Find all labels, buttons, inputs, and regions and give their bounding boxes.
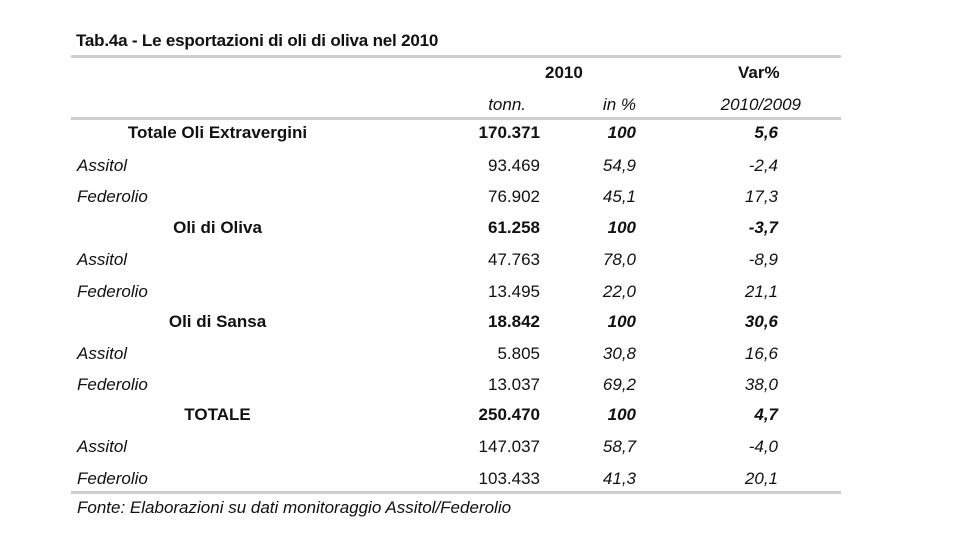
row-tonn: 103.433	[478, 469, 540, 488]
top-divider	[71, 55, 841, 58]
row-percent: 45,1	[602, 187, 636, 206]
row-var: -2,4	[748, 156, 778, 175]
row-percent: 78,0	[602, 250, 636, 269]
row-label: Assitol	[77, 250, 128, 269]
bottom-divider	[71, 491, 841, 494]
row-label: Assitol	[77, 344, 128, 363]
row-tonn: 5.805	[497, 344, 540, 363]
row-tonn: 61.258	[488, 218, 540, 237]
row-percent: 30,8	[602, 344, 636, 363]
header-divider	[71, 117, 841, 120]
row-var: 21,1	[744, 282, 778, 301]
source-note: Fonte: Elaborazioni su dati monitoraggio…	[77, 498, 512, 517]
header-var: Var%	[738, 63, 780, 82]
row-tonn: 47.763	[488, 250, 540, 269]
row-var: 5,6	[754, 123, 778, 142]
row-percent: 58,7	[602, 437, 636, 456]
row-var: 30,6	[744, 312, 778, 331]
row-percent: 41,3	[602, 469, 636, 488]
row-percent: 100	[607, 405, 636, 424]
row-percent: 22,0	[602, 282, 636, 301]
row-tonn: 170.371	[478, 123, 540, 142]
row-var: 38,0	[744, 375, 778, 394]
row-percent: 100	[607, 218, 636, 237]
row-var: -8,9	[748, 250, 778, 269]
row-label: Assitol	[77, 437, 128, 456]
header-year: 2010	[545, 63, 583, 82]
row-label: Federolio	[77, 187, 148, 206]
row-label: Federolio	[77, 469, 148, 488]
row-label: Assitol	[77, 156, 128, 175]
row-label: TOTALE	[184, 405, 251, 424]
row-tonn: 13.037	[488, 375, 540, 394]
row-label: Federolio	[77, 282, 148, 301]
subheader-in-percent: in %	[602, 95, 636, 114]
row-tonn: 250.470	[478, 405, 540, 424]
table-title: Tab.4a - Le esportazioni di oli di oliva…	[76, 31, 439, 50]
row-var: -4,0	[748, 437, 778, 456]
row-percent: 100	[607, 312, 636, 331]
row-label: Federolio	[77, 375, 148, 394]
row-percent: 69,2	[602, 375, 636, 394]
row-label: Oli di Sansa	[168, 312, 267, 331]
row-var: -3,7	[748, 218, 778, 237]
row-var: 16,6	[744, 344, 778, 363]
row-tonn: 13.495	[488, 282, 540, 301]
row-tonn: 147.037	[478, 437, 540, 456]
row-var: 17,3	[744, 187, 778, 206]
row-percent: 100	[607, 123, 636, 142]
row-label: Totale Oli Extravergini	[127, 123, 308, 142]
subheader-var-period: 2010/2009	[720, 95, 801, 114]
row-tonn: 93.469	[488, 156, 540, 175]
subheader-tonn: tonn.	[488, 95, 526, 114]
row-var: 20,1	[744, 469, 778, 488]
row-tonn: 76.902	[488, 187, 540, 206]
row-var: 4,7	[754, 405, 778, 424]
row-percent: 54,9	[602, 156, 636, 175]
row-tonn: 18.842	[488, 312, 540, 331]
row-label: Oli di Oliva	[173, 218, 262, 237]
